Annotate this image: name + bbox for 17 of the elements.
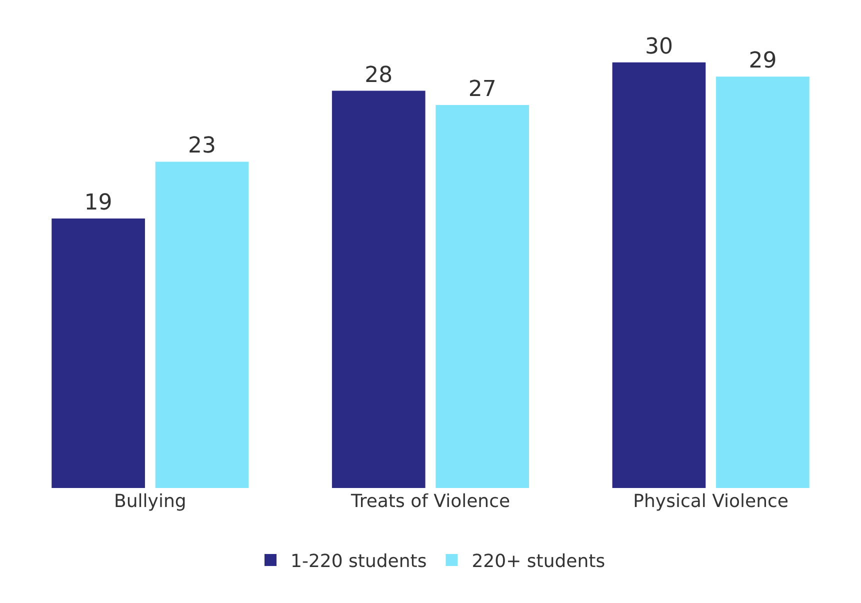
data-label: 27 — [468, 76, 496, 102]
x-tick-label: Physical Violence — [633, 491, 788, 512]
bar — [612, 62, 706, 488]
x-tick-label: Treats of Violence — [350, 491, 510, 512]
data-label: 23 — [188, 134, 216, 159]
bar — [716, 76, 810, 488]
x-tick-label: Bullying — [114, 491, 186, 512]
data-label: 19 — [84, 190, 112, 216]
data-label: 29 — [748, 48, 777, 74]
data-label: 30 — [644, 34, 673, 60]
data-label: 28 — [364, 62, 393, 88]
bar — [155, 162, 249, 488]
legend-label: 1-220 students — [290, 550, 427, 572]
bar — [52, 218, 145, 488]
legend-label: 220+ students — [472, 550, 606, 572]
bar — [436, 104, 530, 488]
bar — [332, 90, 426, 488]
